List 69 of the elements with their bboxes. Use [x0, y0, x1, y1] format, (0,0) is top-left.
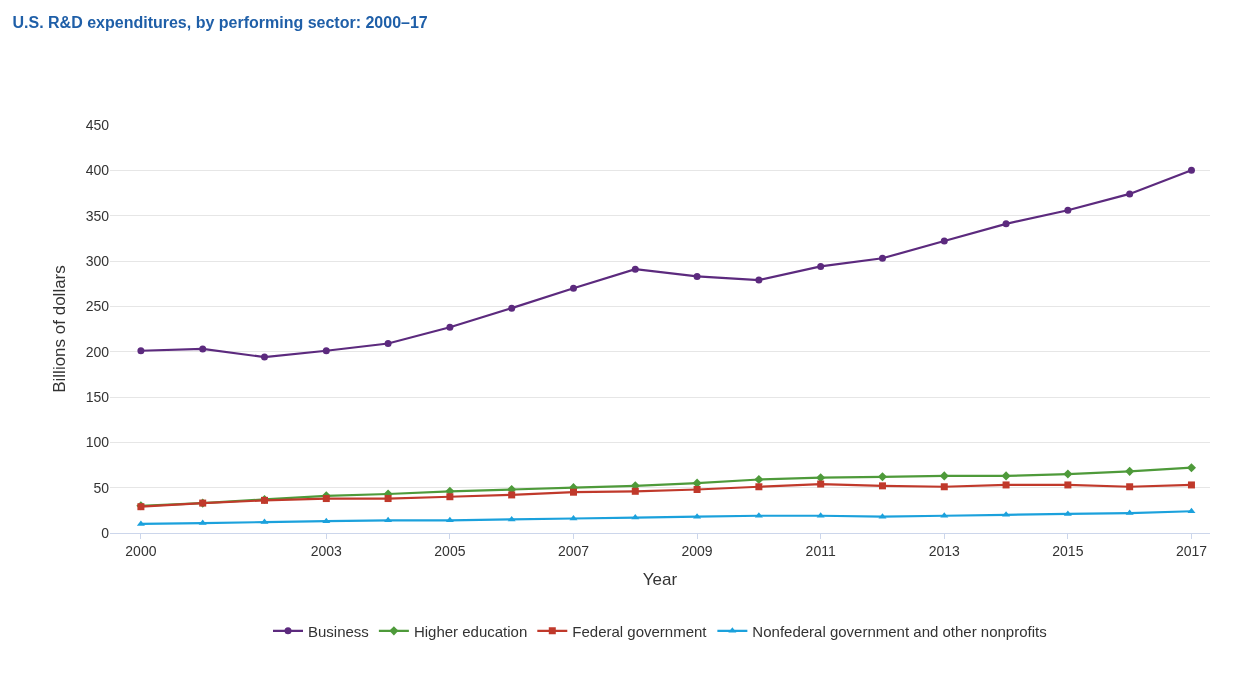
legend-label: Federal government	[572, 622, 708, 640]
point	[137, 347, 145, 355]
legend-label: Higher education	[413, 622, 528, 640]
point	[508, 304, 516, 312]
point	[878, 254, 886, 262]
x-tick-label: 2007	[557, 542, 590, 559]
point	[817, 480, 825, 488]
y-tick-label: 300	[85, 252, 110, 269]
x-tick-label: 2005	[434, 542, 466, 559]
point	[878, 482, 886, 490]
point	[322, 495, 330, 503]
point	[1187, 166, 1195, 174]
point	[445, 516, 454, 523]
x-tick-label: 2017	[1175, 542, 1208, 559]
point	[817, 262, 825, 270]
legend-label: Nonfederal government and other nonprofits	[752, 622, 1047, 640]
y-tick-label: 350	[85, 207, 110, 224]
point	[446, 493, 454, 501]
point	[1001, 471, 1011, 481]
point	[940, 483, 948, 491]
point	[939, 471, 949, 481]
point	[940, 237, 948, 245]
point	[754, 474, 764, 485]
y-tick-label: 450	[85, 116, 110, 133]
point	[693, 485, 701, 493]
point	[693, 272, 701, 280]
x-tick-label: 2015	[1052, 542, 1084, 559]
point	[322, 347, 330, 355]
y-tick-label: 100	[85, 434, 110, 451]
point	[569, 284, 577, 292]
y-tick-label: 0	[101, 524, 110, 541]
point	[384, 516, 393, 523]
point	[631, 265, 639, 273]
point	[507, 515, 516, 522]
y-tick-label: 150	[85, 388, 110, 405]
y-tick-label: 250	[85, 298, 110, 315]
point	[631, 487, 639, 495]
point	[1125, 466, 1135, 476]
point	[755, 276, 763, 284]
point	[1064, 481, 1072, 489]
point	[446, 323, 454, 331]
point	[569, 488, 577, 496]
point	[1126, 190, 1134, 198]
point	[1063, 469, 1073, 479]
x-tick-label: 2011	[805, 542, 836, 559]
x-tick-label: 2003	[310, 542, 343, 559]
point	[1126, 483, 1134, 491]
x-tick-label: 2013	[928, 542, 961, 559]
point	[1186, 463, 1197, 473]
point	[1064, 206, 1072, 214]
point	[569, 514, 578, 521]
point	[1002, 481, 1010, 489]
point	[755, 483, 763, 491]
legend-label: Business	[308, 622, 369, 640]
point	[508, 491, 516, 499]
point	[1187, 481, 1195, 489]
y-tick-label: 400	[85, 162, 110, 179]
chart-title: U.S. R&D expenditures, by performing sector: 2000–17	[12, 14, 428, 32]
x-axis-title: Year	[642, 570, 678, 590]
point	[384, 495, 392, 503]
y-axis-title: Billions of dollars	[50, 265, 70, 393]
point	[384, 340, 392, 348]
point	[199, 345, 207, 353]
point	[1002, 220, 1010, 228]
point	[260, 353, 268, 361]
x-tick-label: 2000	[125, 542, 157, 559]
y-tick-label: 200	[85, 343, 110, 360]
x-tick-label: 2009	[681, 542, 713, 559]
y-tick-label: 50	[93, 479, 110, 496]
